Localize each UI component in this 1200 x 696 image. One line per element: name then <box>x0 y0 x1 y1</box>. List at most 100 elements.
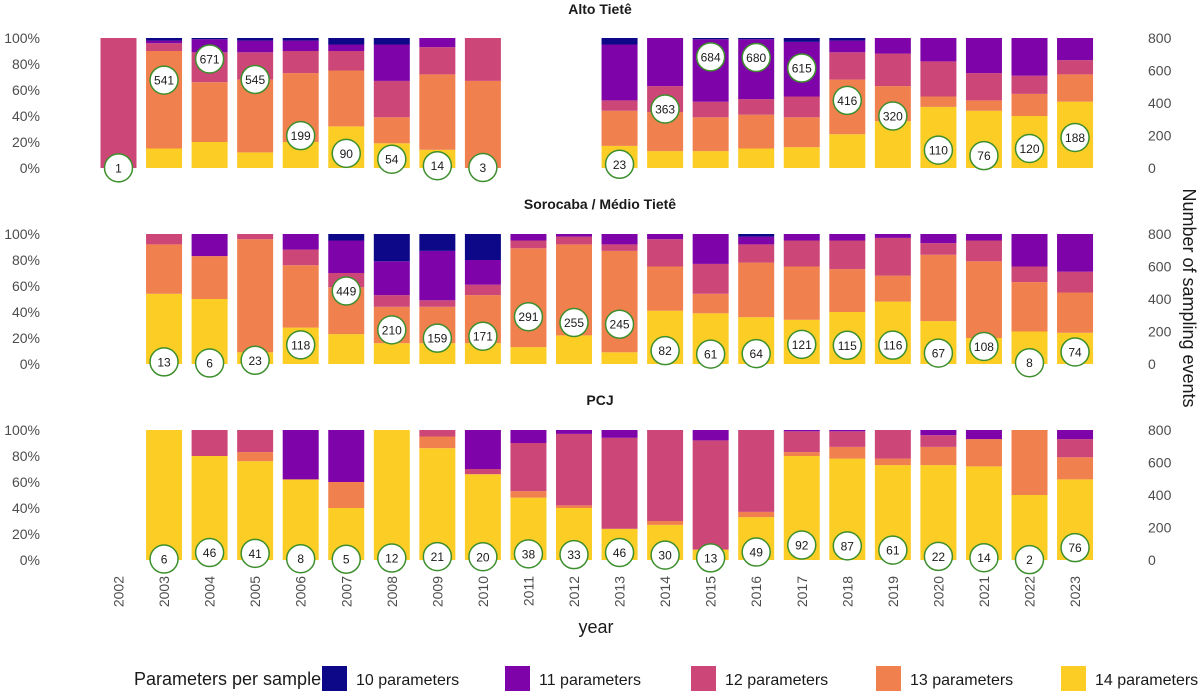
count-marker <box>513 539 544 569</box>
legend-item-12-params: 12 parameters <box>691 666 828 691</box>
bar-segment-10-params <box>419 234 456 251</box>
y-tick-label: 0% <box>20 356 40 372</box>
x-tick-label: 2014 <box>657 576 673 607</box>
bar-segment-14-params <box>738 148 775 168</box>
count-marker <box>468 152 498 183</box>
bar-segment-11-params <box>783 234 820 241</box>
bar-segment-10-params <box>738 234 775 237</box>
bar-segment-14-params <box>146 148 183 168</box>
bar-segment-11-params <box>738 236 775 245</box>
bar-segment-12-params <box>692 263 729 294</box>
bar-segment-13-params <box>647 521 684 525</box>
count-marker <box>513 301 544 332</box>
bar-segment-11-params <box>692 234 729 264</box>
bar-segment-12-params <box>1057 271 1094 293</box>
panel-title: PCJ <box>586 392 613 408</box>
bar-segment-11-params <box>692 430 729 441</box>
legend-label: 10 parameters <box>356 672 459 689</box>
count-label: 30 <box>658 549 672 563</box>
bar-segment-13-params <box>920 254 957 322</box>
bar-segment-11-params <box>829 40 866 53</box>
legend-title: Parameters per sample <box>134 669 321 689</box>
count-label: 671 <box>200 52 220 66</box>
count-marker <box>923 541 954 572</box>
bar-segment-11-params <box>647 234 684 240</box>
count-marker <box>377 315 407 345</box>
bar-segment-12-params <box>328 51 365 71</box>
count-label: 320 <box>883 110 903 124</box>
bar-segment-14-params <box>328 334 365 364</box>
bar-segment-12-params <box>783 431 820 453</box>
panel-1: Alto Tietê 0% 20% 40% 60% 80% 100% 0 200 400 600 80… <box>4 1 1172 183</box>
panel-title: Sorocaba / Médio Tietê <box>524 196 676 212</box>
bar-segment-12-params <box>237 234 274 240</box>
count-label: 416 <box>837 94 857 108</box>
legend-swatch <box>876 666 901 691</box>
bar-segment-14-params <box>692 151 729 168</box>
count-marker <box>604 537 635 568</box>
count-marker <box>377 144 407 174</box>
bar-segment-13-params <box>783 452 820 456</box>
count-label: 20 <box>476 550 490 564</box>
bar-segment-11-params <box>282 430 319 480</box>
y-tick-label: 40% <box>12 304 40 320</box>
bar-segment-12-params <box>556 433 592 506</box>
bar-segment-14-params <box>647 151 684 168</box>
legend-swatch <box>1061 666 1086 691</box>
count-marker <box>832 85 863 116</box>
count-label: 76 <box>1068 541 1082 555</box>
bar-segment-12-params <box>874 430 911 459</box>
count-marker <box>695 42 726 72</box>
bar-segment-11-params <box>1057 234 1094 272</box>
x-tick-label: 2006 <box>293 576 309 607</box>
bar-segment-12-params <box>738 99 775 115</box>
y2-tick-label: 600 <box>1148 259 1172 275</box>
count-label: 159 <box>427 332 447 346</box>
y-tick-label: 100% <box>4 226 40 242</box>
x-tick-label: 2022 <box>1022 576 1038 607</box>
legend-label: 13 parameters <box>910 672 1013 689</box>
bar-segment-13-params <box>191 82 228 142</box>
x-tick-label: 2015 <box>703 576 719 607</box>
bar-segment-14-params <box>464 343 501 364</box>
x-tick-label: 2010 <box>475 576 491 607</box>
count-label: 120 <box>1019 142 1039 156</box>
count-label: 121 <box>792 338 812 352</box>
bar-segment-10-params <box>237 38 274 41</box>
bar-segment-12-params <box>920 243 957 255</box>
bar-segment-12-params <box>510 443 547 492</box>
bar-segment-11-params <box>419 38 456 48</box>
y2-tick-label: 800 <box>1148 226 1172 242</box>
bar-segment-10-params <box>328 234 365 241</box>
bar-segment-11-params <box>965 430 1002 440</box>
count-label: 110 <box>929 144 948 158</box>
bar-segment-11-params <box>373 44 410 81</box>
y2-tick-label: 200 <box>1148 128 1172 144</box>
bar-segment-13-params <box>601 110 638 146</box>
y2-tick-label: 400 <box>1148 291 1172 307</box>
bar-segment-12-params <box>282 51 319 74</box>
y2-tick-label: 0 <box>1148 356 1156 372</box>
bar-segment-10-params <box>328 38 365 45</box>
bar-segment-11-params <box>601 44 638 101</box>
bar-segment-13-params <box>373 117 410 144</box>
bar-segment-11-params <box>510 234 547 241</box>
bar-segment-11-params <box>556 430 592 434</box>
bar-segment-13-params <box>874 275 911 302</box>
count-label: 199 <box>291 129 311 143</box>
bar-segment-14-params <box>146 430 183 560</box>
count-marker <box>741 42 771 73</box>
x-tick-label: 2004 <box>202 576 218 607</box>
bar-segment-11-params <box>647 38 684 87</box>
count-marker <box>194 348 225 378</box>
count-marker <box>878 101 908 131</box>
bar-segment-14-params <box>191 142 228 168</box>
count-marker <box>377 543 407 573</box>
count-label: 255 <box>564 316 584 330</box>
count-label: 245 <box>610 318 630 332</box>
bar-segment-11-params <box>874 234 911 238</box>
count-marker <box>240 345 270 376</box>
bar-segment-13-params <box>1057 457 1094 480</box>
count-label: 14 <box>431 159 445 173</box>
bar-segment-14-params <box>601 352 638 364</box>
